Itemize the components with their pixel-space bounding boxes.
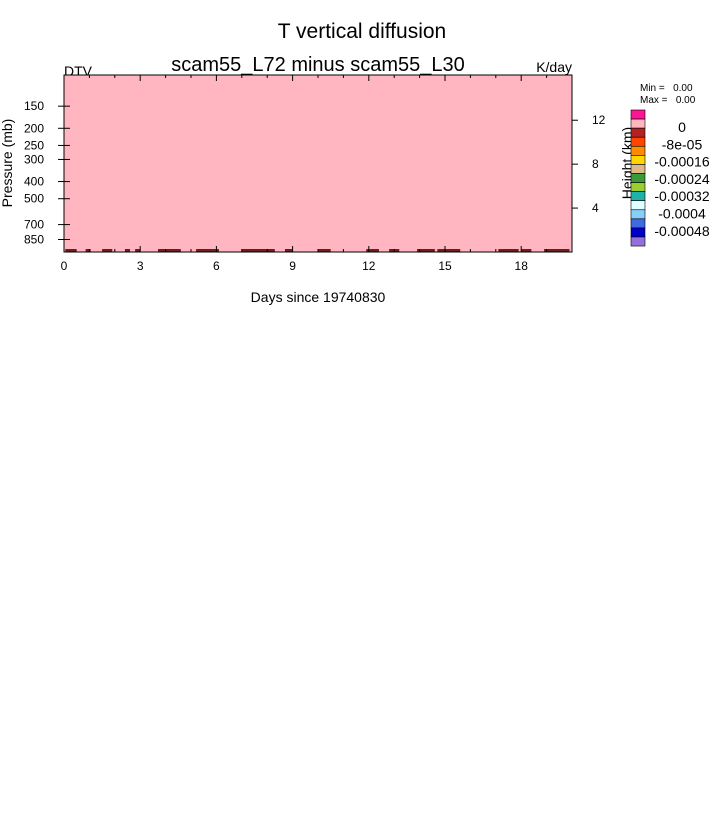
- band-segment-6: [196, 249, 219, 252]
- colorbar-swatch: [631, 210, 645, 219]
- x-tick-label: 6: [213, 259, 220, 273]
- x-tick-label: 0: [61, 259, 68, 273]
- colorbar: [631, 110, 645, 246]
- colorbar-swatch: [631, 137, 645, 146]
- y-tick-label: 300: [24, 152, 44, 166]
- x-tick-label: 15: [438, 259, 452, 273]
- y-tick-label: 700: [24, 218, 44, 232]
- colorbar-label: -8e-05: [662, 136, 703, 152]
- band-segment-5: [158, 249, 181, 252]
- y-tick-label: 250: [24, 138, 44, 152]
- x-tick-label: 12: [362, 259, 376, 273]
- y2-tick-label: 12: [592, 113, 606, 127]
- band-segment-9: [318, 249, 331, 252]
- colorbar-swatch: [631, 183, 645, 192]
- colorbar-label: -0.0004: [658, 206, 706, 222]
- band-segment-15: [521, 249, 531, 252]
- band-segment-14: [498, 249, 518, 252]
- colorbar-swatch: [631, 128, 645, 137]
- colorbar-label: -0.00032: [654, 188, 709, 204]
- x-tick-label: 3: [137, 259, 144, 273]
- colorbar-swatch: [631, 237, 645, 246]
- band-segment-4: [135, 249, 140, 252]
- colorbar-swatch: [631, 201, 645, 210]
- y-tick-label: 200: [24, 121, 44, 135]
- colorbar-swatch: [631, 192, 645, 201]
- colorbar-label: -0.00048: [654, 223, 709, 239]
- colorbar-swatch: [631, 228, 645, 237]
- colorbar-swatch: [631, 173, 645, 182]
- chart-subtitle: scam55_L72 minus scam55_L30: [171, 54, 465, 76]
- y-axis: 150 200 250300 400 500 700850: [24, 99, 70, 246]
- x-axis-label: Days since 19740830: [251, 289, 386, 305]
- band-segment-13: [437, 249, 460, 252]
- chart-title: T vertical diffusion: [278, 20, 446, 43]
- band-segment-7: [242, 249, 275, 252]
- y2-tick-label: 4: [592, 201, 599, 215]
- y-tick-label: 400: [24, 175, 44, 189]
- y-tick-label: 500: [24, 192, 44, 206]
- band-segment-8: [285, 249, 293, 252]
- band-segment-10: [366, 249, 379, 252]
- units-label: K/day: [536, 59, 572, 75]
- y-tick-label: 850: [24, 233, 44, 247]
- max-label: Max = 0.00: [640, 95, 696, 106]
- band-segment-3: [125, 249, 130, 252]
- colorbar-label: 0: [678, 119, 686, 135]
- band-segment-0: [65, 249, 76, 252]
- x-tick-label: 18: [515, 259, 529, 273]
- band-segment-2: [102, 249, 112, 252]
- colorbar-labels: 0-8e-05 -0.00016-0.00024-0.00032 -0.0004-0…: [654, 119, 709, 239]
- colorbar-swatch: [631, 146, 645, 155]
- y2-tick-label: 8: [592, 157, 599, 171]
- colorbar-swatch: [631, 164, 645, 173]
- y-axis-label: Pressure (mb): [0, 119, 15, 208]
- colorbar-label: -0.00024: [654, 171, 709, 187]
- colorbar-swatch: [631, 119, 645, 128]
- min-label: Min = 0.00: [640, 83, 693, 94]
- y2-axis: 12 8 4: [572, 113, 606, 215]
- y-tick-label: 150: [24, 99, 44, 113]
- colorbar-swatch: [631, 155, 645, 164]
- colorbar-label: -0.00016: [654, 154, 709, 170]
- band-segment-1: [86, 249, 91, 252]
- colorbar-swatch: [631, 219, 645, 228]
- band-segment-16: [544, 249, 569, 252]
- plot-fill: [64, 75, 572, 252]
- x-tick-label: 9: [289, 259, 296, 273]
- colorbar-swatch: [631, 110, 645, 119]
